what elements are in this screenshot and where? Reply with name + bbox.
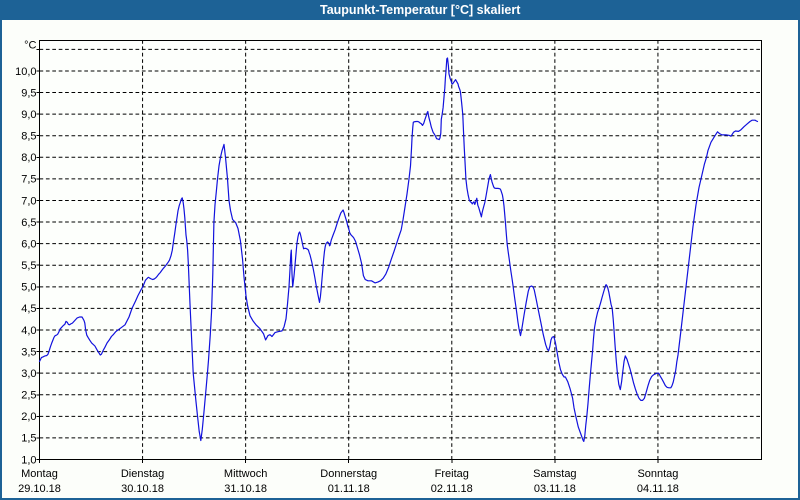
svg-text:°C: °C — [24, 40, 36, 52]
svg-text:10,0: 10,0 — [15, 66, 36, 78]
svg-text:Dienstag: Dienstag — [121, 468, 164, 480]
svg-text:9,0: 9,0 — [21, 109, 36, 121]
svg-text:Sonntag: Sonntag — [637, 468, 678, 480]
svg-text:1,5: 1,5 — [21, 433, 36, 445]
svg-text:2,0: 2,0 — [21, 411, 36, 423]
svg-text:3,5: 3,5 — [21, 346, 36, 358]
svg-text:29.10.18: 29.10.18 — [18, 483, 61, 495]
svg-text:31.10.18: 31.10.18 — [224, 483, 267, 495]
svg-text:8,0: 8,0 — [21, 152, 36, 164]
svg-text:1,0: 1,0 — [21, 454, 36, 466]
svg-text:04.11.18: 04.11.18 — [637, 483, 679, 495]
svg-text:3,0: 3,0 — [21, 368, 36, 380]
svg-text:Samstag: Samstag — [533, 468, 576, 480]
svg-text:Donnerstag: Donnerstag — [320, 468, 377, 480]
svg-text:9,5: 9,5 — [21, 87, 36, 99]
svg-text:01.11.18: 01.11.18 — [328, 483, 370, 495]
svg-text:7,0: 7,0 — [21, 195, 36, 207]
svg-text:6,5: 6,5 — [21, 217, 36, 229]
svg-text:03.11.18: 03.11.18 — [534, 483, 576, 495]
svg-text:5,5: 5,5 — [21, 260, 36, 272]
svg-text:30.10.18: 30.10.18 — [121, 483, 164, 495]
svg-text:7,5: 7,5 — [21, 174, 36, 186]
svg-text:2,5: 2,5 — [21, 390, 36, 402]
svg-text:Mittwoch: Mittwoch — [224, 468, 267, 480]
svg-text:Freitag: Freitag — [435, 468, 469, 480]
svg-text:6,0: 6,0 — [21, 238, 36, 250]
svg-text:Montag: Montag — [21, 468, 58, 480]
svg-text:4,0: 4,0 — [21, 325, 36, 337]
svg-text:02.11.18: 02.11.18 — [431, 483, 473, 495]
svg-text:5,0: 5,0 — [21, 282, 36, 294]
svg-text:8,5: 8,5 — [21, 131, 36, 143]
svg-text:4,5: 4,5 — [21, 303, 36, 315]
